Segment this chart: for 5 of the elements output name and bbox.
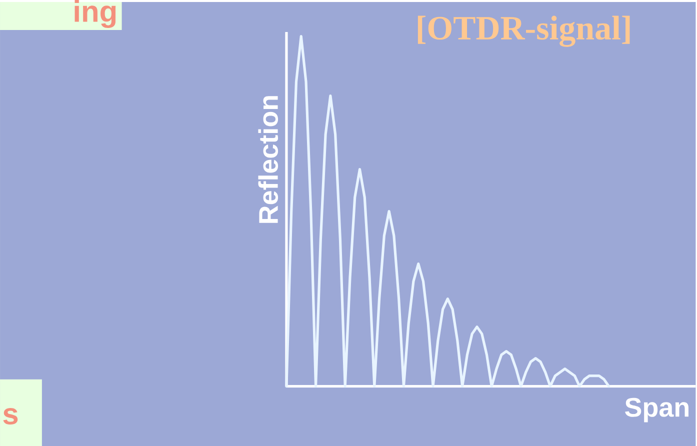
chart-title: [OTDR-signal] bbox=[418, 16, 630, 47]
x-axis-title: Span bbox=[625, 398, 688, 422]
text: ing bbox=[74, 0, 116, 28]
text: s bbox=[3, 408, 18, 424]
y-axis-title: Reflection bbox=[258, 96, 278, 223]
